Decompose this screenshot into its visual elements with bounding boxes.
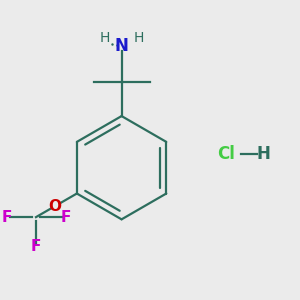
Text: F: F: [1, 210, 12, 225]
Text: F: F: [60, 210, 71, 225]
Text: O: O: [49, 199, 62, 214]
Text: N: N: [115, 37, 128, 55]
Text: H: H: [134, 32, 144, 46]
Text: F: F: [31, 239, 41, 254]
Text: Cl: Cl: [218, 146, 235, 164]
Text: H: H: [99, 32, 110, 46]
Text: H: H: [256, 146, 270, 164]
